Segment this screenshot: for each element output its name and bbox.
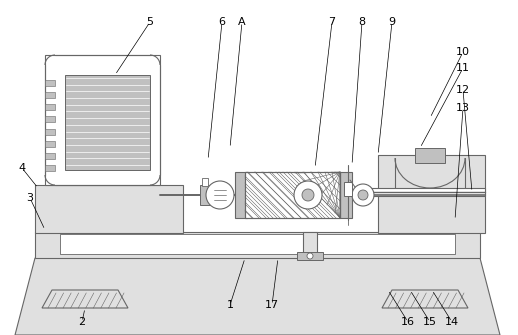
Bar bbox=[45, 117, 55, 122]
Text: 3: 3 bbox=[26, 193, 34, 203]
Circle shape bbox=[206, 181, 234, 209]
Bar bbox=[355, 188, 485, 196]
Text: 8: 8 bbox=[358, 17, 366, 27]
Polygon shape bbox=[382, 290, 468, 308]
Bar bbox=[378, 155, 485, 233]
Bar bbox=[45, 165, 55, 171]
Bar bbox=[45, 80, 55, 86]
Text: 14: 14 bbox=[445, 317, 459, 327]
Bar bbox=[45, 129, 55, 135]
Text: 4: 4 bbox=[19, 163, 25, 173]
Circle shape bbox=[294, 181, 322, 209]
Bar bbox=[35, 232, 480, 258]
Bar bbox=[344, 182, 352, 196]
Bar bbox=[60, 234, 455, 254]
Bar bbox=[45, 55, 160, 185]
Text: 10: 10 bbox=[456, 47, 470, 57]
Text: 1: 1 bbox=[226, 300, 234, 310]
Text: 16: 16 bbox=[401, 317, 415, 327]
Circle shape bbox=[352, 184, 374, 206]
Bar bbox=[303, 232, 317, 258]
Text: 17: 17 bbox=[265, 300, 279, 310]
Text: 15: 15 bbox=[423, 317, 437, 327]
Text: 7: 7 bbox=[328, 17, 336, 27]
Circle shape bbox=[307, 253, 313, 259]
Bar bbox=[45, 104, 55, 110]
Bar bbox=[35, 185, 183, 233]
Text: 9: 9 bbox=[388, 17, 396, 27]
Polygon shape bbox=[15, 258, 500, 335]
Bar bbox=[45, 153, 55, 159]
Text: 11: 11 bbox=[456, 63, 470, 73]
Polygon shape bbox=[42, 290, 128, 308]
Bar bbox=[340, 172, 352, 218]
Bar bbox=[202, 178, 208, 186]
Text: 5: 5 bbox=[147, 17, 153, 27]
Text: 13: 13 bbox=[456, 103, 470, 113]
Bar bbox=[200, 185, 210, 205]
Bar bbox=[235, 172, 247, 218]
Bar bbox=[45, 141, 55, 147]
Bar bbox=[65, 75, 150, 170]
Text: 2: 2 bbox=[78, 317, 85, 327]
Bar bbox=[297, 252, 323, 260]
Bar bbox=[45, 92, 55, 98]
Circle shape bbox=[302, 189, 314, 201]
Bar bbox=[245, 172, 340, 218]
Bar bbox=[245, 172, 340, 218]
Circle shape bbox=[358, 190, 368, 200]
Text: 12: 12 bbox=[456, 85, 470, 95]
Bar bbox=[415, 148, 445, 163]
Text: A: A bbox=[238, 17, 246, 27]
Text: 6: 6 bbox=[219, 17, 225, 27]
